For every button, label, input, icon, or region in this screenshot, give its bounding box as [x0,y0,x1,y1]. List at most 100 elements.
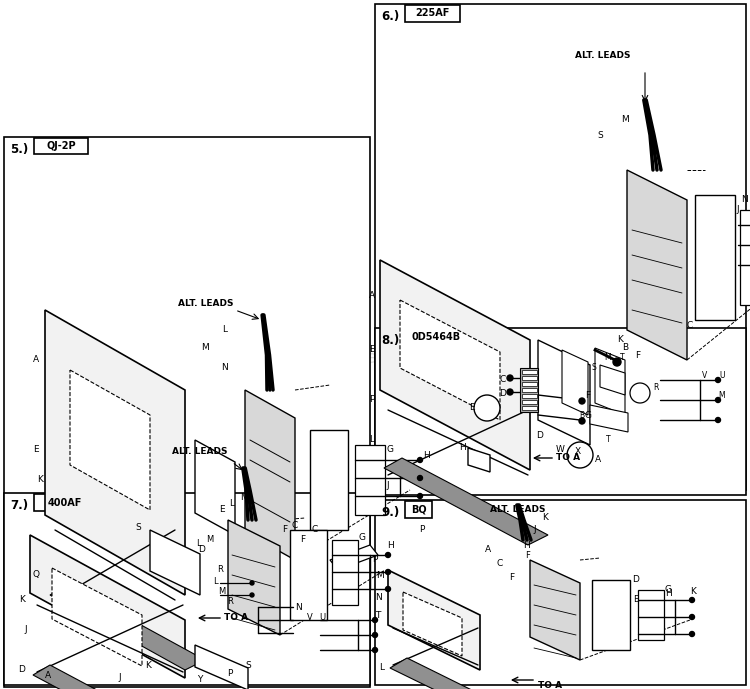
Text: L: L [213,577,217,586]
Polygon shape [595,348,625,415]
FancyBboxPatch shape [332,540,358,605]
Text: G: G [386,446,394,455]
Text: F: F [509,573,515,582]
Text: A: A [485,546,491,555]
Text: P: P [372,555,378,564]
Text: 0D5464B: 0D5464B [412,333,461,342]
Text: D: D [632,575,640,584]
Circle shape [507,375,513,381]
Text: U: U [319,613,325,621]
Text: Y: Y [197,675,202,684]
Text: 6.): 6.) [381,10,399,23]
Text: V: V [702,371,708,380]
Text: 8.): 8.) [381,334,399,347]
FancyBboxPatch shape [520,368,538,412]
FancyBboxPatch shape [34,494,95,511]
FancyBboxPatch shape [521,388,536,392]
Circle shape [418,493,422,499]
Polygon shape [33,665,200,689]
Text: M: M [376,570,384,579]
Polygon shape [52,568,142,666]
Text: A: A [45,670,51,679]
Text: H: H [387,540,393,550]
Polygon shape [330,545,378,570]
Text: C: C [312,526,318,535]
Text: K: K [145,661,151,670]
Text: BQ: BQ [411,504,426,515]
Text: T: T [375,610,381,619]
FancyBboxPatch shape [695,195,735,320]
Circle shape [373,617,377,622]
Text: A: A [595,455,601,464]
Text: U: U [719,371,724,380]
Text: C: C [292,520,298,530]
Text: N: N [295,602,302,612]
Circle shape [716,378,721,382]
Circle shape [579,418,585,424]
Text: X: X [575,447,581,457]
Circle shape [689,632,694,637]
Circle shape [386,570,391,575]
FancyBboxPatch shape [375,500,746,685]
Text: R: R [653,384,658,393]
FancyBboxPatch shape [4,137,370,687]
Text: D: D [500,389,506,398]
Polygon shape [468,448,490,472]
Text: P: P [227,668,232,677]
Circle shape [630,383,650,403]
Polygon shape [538,340,590,445]
Text: J: J [387,480,389,489]
Text: D: D [19,666,26,675]
Text: K: K [690,588,696,597]
Polygon shape [530,560,580,660]
Text: L: L [230,500,235,508]
Text: J: J [25,626,27,635]
Text: T: T [620,353,624,362]
Polygon shape [228,520,280,635]
Polygon shape [150,530,200,595]
Circle shape [716,398,721,402]
Text: M: M [621,116,628,125]
Polygon shape [245,390,295,560]
FancyBboxPatch shape [638,590,664,640]
Text: M: M [240,493,248,502]
Text: 5.): 5.) [10,143,28,156]
Text: S: S [592,364,596,373]
Polygon shape [70,370,150,510]
FancyBboxPatch shape [521,394,536,398]
Polygon shape [45,310,185,595]
Text: F: F [301,535,305,544]
Text: C: C [500,376,506,384]
Circle shape [386,553,391,557]
Text: L: L [380,664,385,672]
Text: M: M [604,353,611,362]
FancyBboxPatch shape [592,580,630,650]
Text: H: H [458,444,465,453]
Text: D: D [536,431,544,440]
Text: TO A: TO A [224,613,248,622]
Circle shape [418,457,422,462]
Text: G: G [664,586,671,595]
Text: W: W [556,446,565,455]
Text: R: R [217,566,223,575]
Text: P: P [369,395,375,404]
Text: A: A [369,291,375,300]
Text: H: H [664,588,671,597]
Polygon shape [30,535,185,678]
Text: P: P [419,526,424,535]
Text: QJ-2P: QJ-2P [46,141,76,151]
FancyBboxPatch shape [405,5,460,22]
Circle shape [373,633,377,637]
Polygon shape [390,658,498,689]
Circle shape [507,389,513,395]
FancyBboxPatch shape [405,329,468,346]
Text: M: M [206,535,214,544]
Polygon shape [195,440,235,535]
Text: D: D [199,546,206,555]
FancyBboxPatch shape [34,138,88,154]
Circle shape [689,615,694,619]
Text: L: L [370,435,374,444]
Polygon shape [562,350,588,415]
Text: K: K [617,336,623,344]
Text: ALT. LEADS: ALT. LEADS [490,506,545,515]
